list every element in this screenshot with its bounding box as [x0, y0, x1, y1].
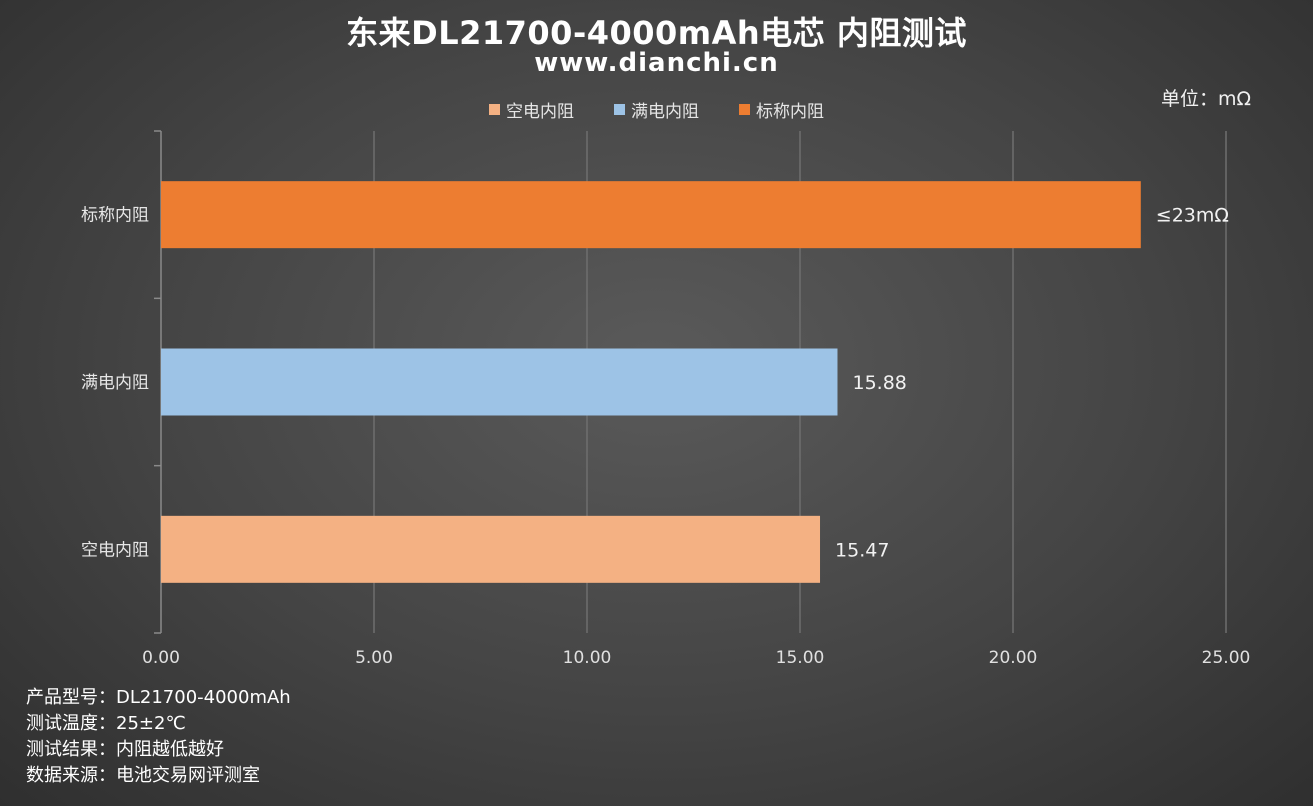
footer-value: 25±2℃: [116, 713, 186, 734]
footer-notes: 产品型号： DL21700-4000mAh 测试温度： 25±2℃ 测试结果： …: [26, 685, 291, 789]
chart-legend: 空电内阻 满电内阻 标称内阻: [0, 97, 1313, 122]
x-tick-label: 15.00: [776, 648, 825, 668]
legend-swatch: [739, 104, 750, 115]
data-label: 15.88: [852, 372, 906, 394]
legend-item-full: 满电内阻: [614, 97, 699, 122]
legend-label: 空电内阻: [506, 102, 574, 122]
footer-value: 电池交易网评测室: [116, 765, 260, 786]
bar: [161, 181, 1141, 249]
category-label: 标称内阻: [81, 206, 149, 226]
footer-row: 产品型号： DL21700-4000mAh: [26, 685, 291, 711]
legend-label: 标称内阻: [756, 102, 824, 122]
bar: [161, 515, 821, 583]
footer-key: 数据来源：: [26, 765, 116, 786]
x-tick-label: 20.00: [989, 648, 1038, 668]
footer-row: 测试温度： 25±2℃: [26, 711, 291, 737]
footer-value: 内阻越低越好: [116, 739, 224, 760]
chart-title: 东来DL21700-4000mAh电芯 内阻测试: [346, 14, 967, 52]
legend-swatch: [614, 104, 625, 115]
bar: [161, 348, 838, 416]
legend-swatch: [489, 104, 500, 115]
footer-key: 测试结果：: [26, 739, 116, 760]
x-tick-label: 5.00: [355, 648, 393, 668]
footer-key: 产品型号：: [26, 687, 116, 708]
x-tick-label: 0.00: [142, 648, 180, 668]
footer-value: DL21700-4000mAh: [116, 687, 291, 708]
legend-item-nominal: 标称内阻: [739, 97, 824, 122]
chart-subtitle: www.dianchi.cn: [534, 48, 779, 78]
legend-label: 满电内阻: [631, 102, 699, 122]
data-label: 15.47: [835, 539, 889, 561]
footer-row: 数据来源： 电池交易网评测室: [26, 763, 291, 789]
footer-key: 测试温度：: [26, 713, 116, 734]
x-tick-label: 25.00: [1202, 648, 1251, 668]
legend-item-empty: 空电内阻: [489, 97, 574, 122]
category-label: 空电内阻: [81, 540, 149, 560]
data-label: ≤23mΩ: [1156, 205, 1229, 227]
category-label: 满电内阻: [81, 373, 149, 393]
unit-label: 单位：mΩ: [1160, 88, 1251, 110]
x-tick-label: 10.00: [563, 648, 612, 668]
footer-row: 测试结果： 内阻越低越好: [26, 737, 291, 763]
